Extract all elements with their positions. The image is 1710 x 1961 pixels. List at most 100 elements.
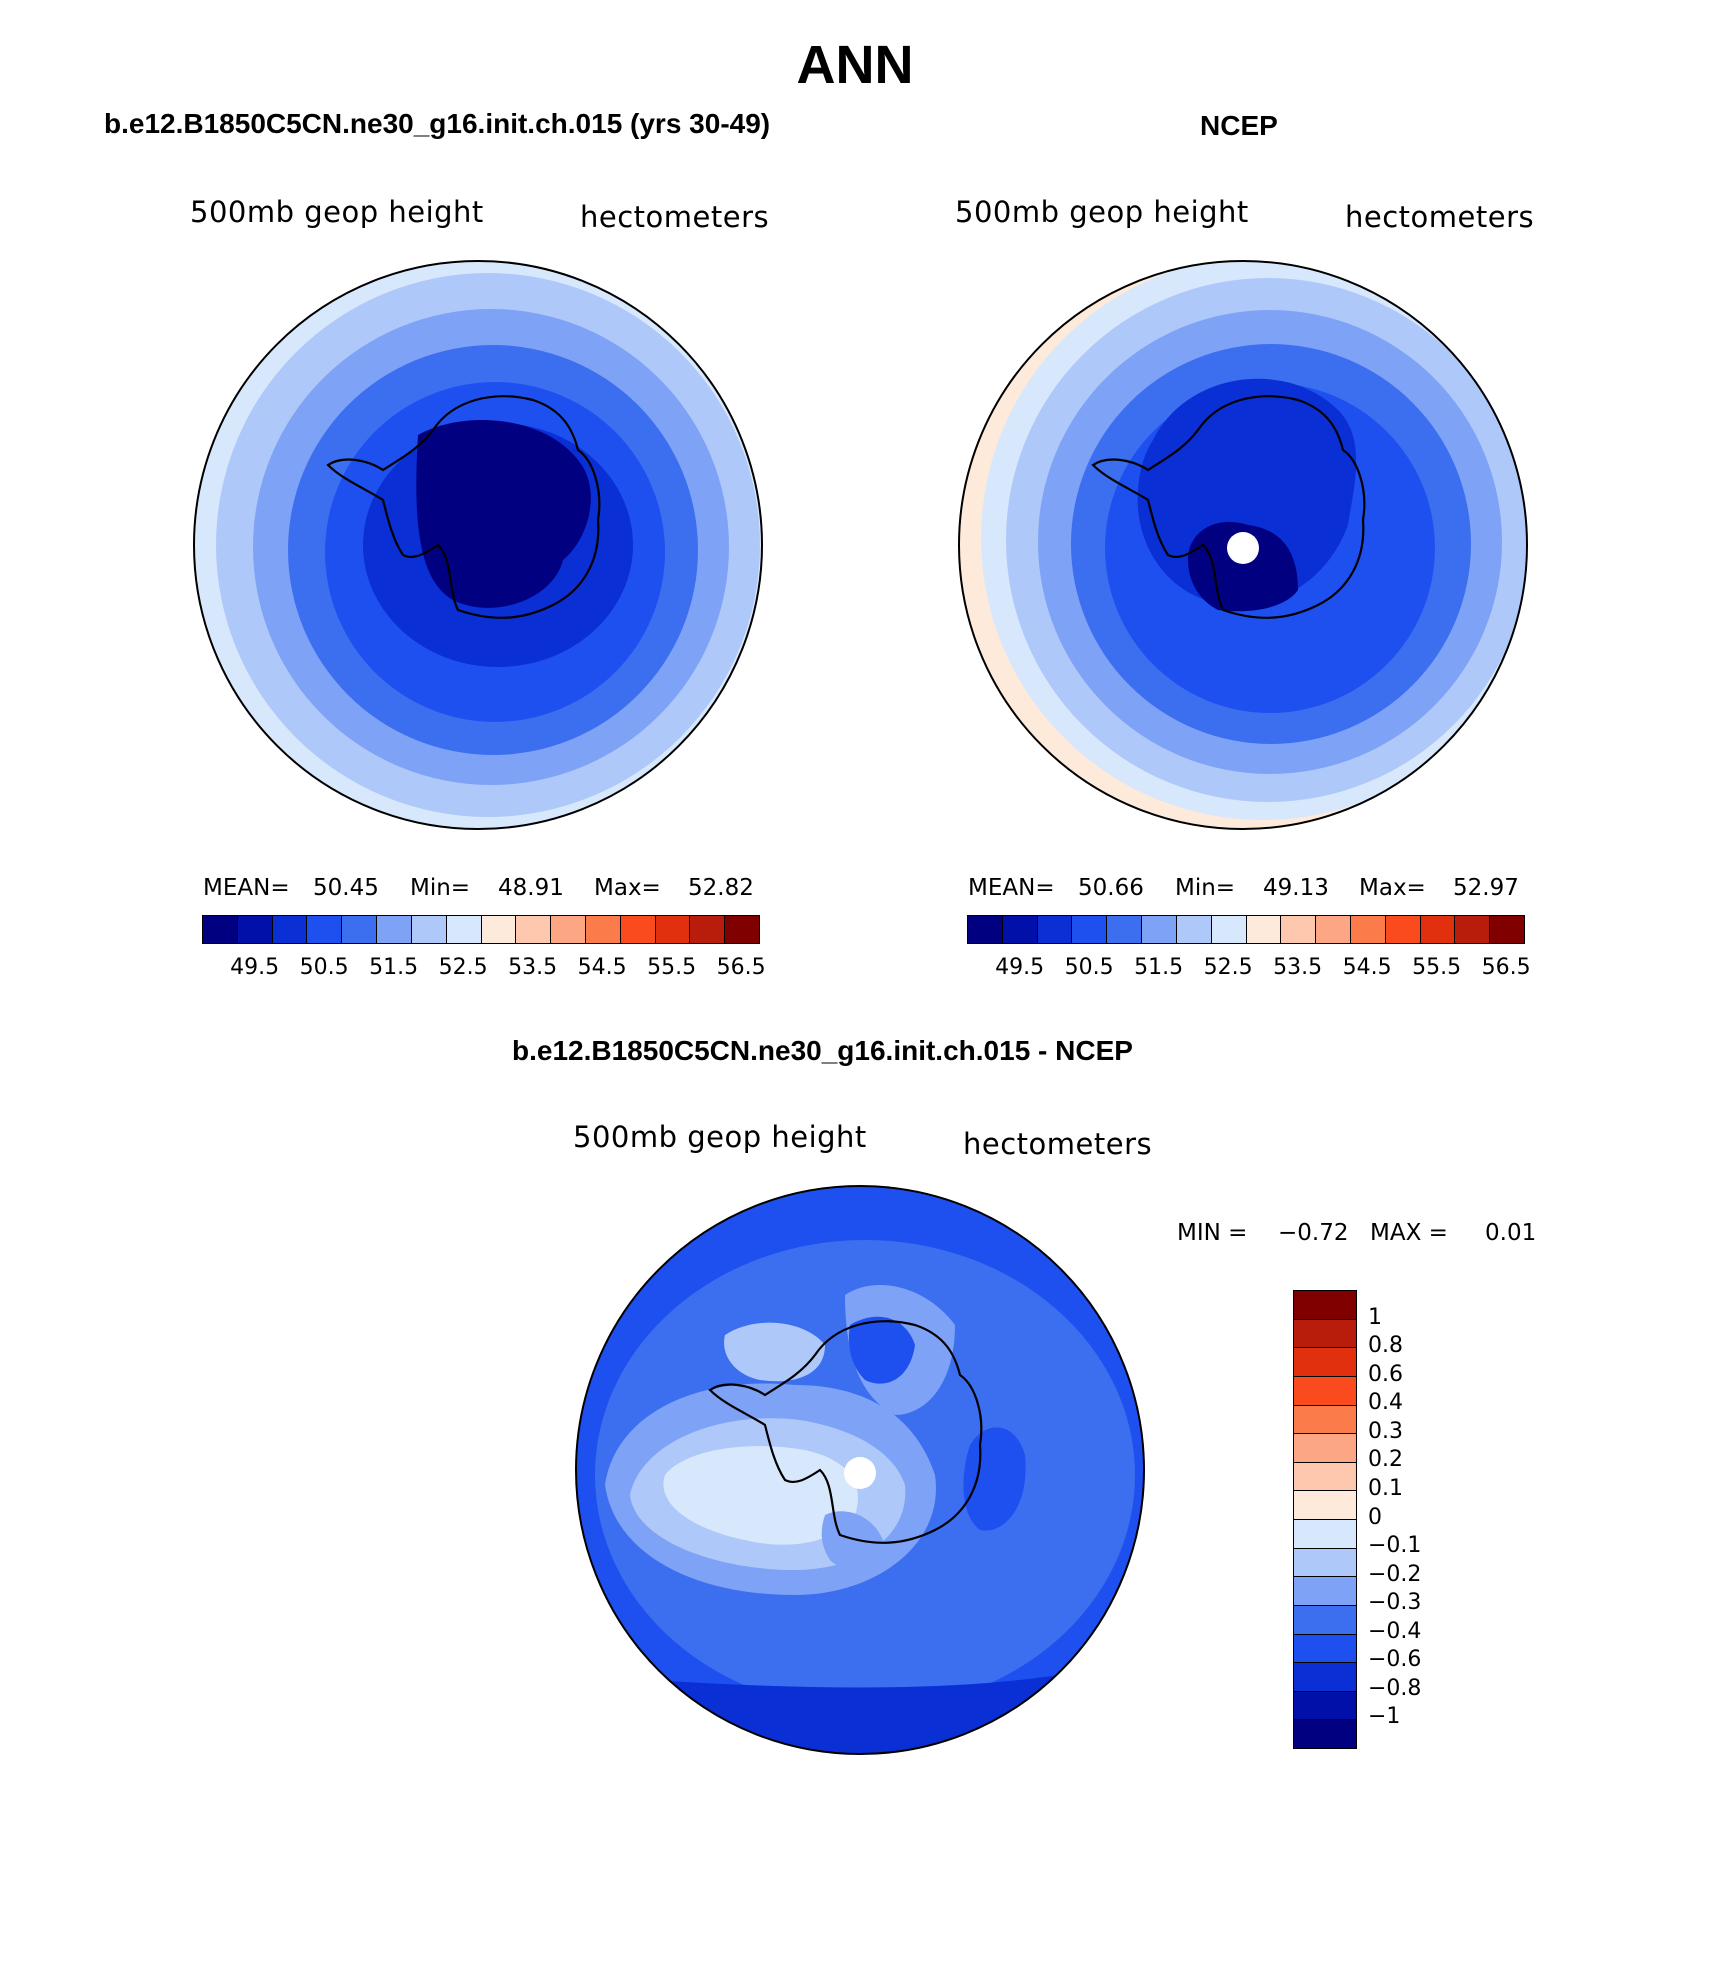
panel3-colorbar-tick-label: −0.3 (1368, 1590, 1422, 1616)
panel1-colorbar-swatch-12 (620, 916, 656, 943)
panel2-colorbar-swatch-5 (1142, 916, 1177, 943)
panel1-colorbar-swatch-9 (516, 916, 552, 943)
panel3-colorbar-tick-label: −1 (1368, 1704, 1401, 1730)
panel2-mean-value: 50.66 (1078, 875, 1144, 901)
panel2-max-value: 52.97 (1453, 875, 1519, 901)
panel2-units-label: hectometers (1345, 200, 1535, 234)
panel3-colorbar-swatch-2 (1294, 1348, 1356, 1377)
panel3-colorbar-swatch-4 (1294, 1405, 1356, 1435)
panel1-colorbar-swatch-4 (342, 916, 378, 943)
panel2-colorbar-swatch-13 (1420, 916, 1456, 943)
panel3-title: b.e12.B1850C5CN.ne30_g16.init.ch.015 - N… (512, 1035, 1133, 1066)
panel2-min-label: Min= (1175, 875, 1236, 901)
panel3-colorbar-swatch-8 (1294, 1520, 1356, 1549)
panel3-min-label: MIN = (1177, 1220, 1248, 1246)
panel2-colorbar-swatch-2 (1037, 916, 1073, 943)
panel3-colorbar-tick-label: 0.2 (1368, 1447, 1403, 1473)
panel1-colorbar-swatch-6 (411, 916, 447, 943)
panel2-colorbar-tick-label: 55.5 (1412, 955, 1462, 980)
panel2-colorbar-tick-label: 51.5 (1134, 955, 1184, 980)
panel3-colorbar-swatch-1 (1294, 1319, 1356, 1349)
panel3-colorbar-swatch-9 (1294, 1548, 1356, 1578)
panel3-colorbar-swatch-12 (1294, 1634, 1356, 1664)
panel3-colorbar-tick-label: 0.4 (1368, 1390, 1403, 1416)
panel2-colorbar-swatch-14 (1455, 916, 1491, 943)
panel2-colorbar-ticks: 49.5 50.5 51.5 52.5 53.5 54.5 55.5 56.5 (967, 955, 1530, 985)
panel2-colorbar-swatch-4 (1107, 916, 1143, 943)
panel1-min-label: Min= (410, 875, 471, 901)
panel1-units-label: hectometers (580, 200, 770, 234)
panel3-colorbar-tick-label: 0.6 (1368, 1361, 1403, 1387)
panel3-colorbar-tick-label: 0 (1368, 1504, 1382, 1530)
panel1-colorbar-tick-label: 53.5 (508, 955, 558, 980)
panel3-colorbar-swatch-13 (1294, 1663, 1356, 1692)
panel3-colorbar-swatch-7 (1294, 1491, 1356, 1520)
panel3-colorbar-tick-label: −0.1 (1368, 1533, 1422, 1559)
panel3-pole-marker (844, 1457, 876, 1489)
page-title: ANN (796, 35, 914, 95)
panel2-colorbar-swatch-7 (1211, 916, 1247, 943)
panel2-polar-map (958, 260, 1528, 830)
panel2-colorbar-swatch-0 (968, 916, 1003, 943)
panel2-colorbar-tick-label: 49.5 (995, 955, 1045, 980)
panel3-colorbar-swatch-14 (1294, 1691, 1356, 1721)
panel3-colorbar-tick-label: −0.4 (1368, 1618, 1422, 1644)
panel2-colorbar-swatch-8 (1246, 916, 1282, 943)
panel2-colorbar-swatch-11 (1350, 916, 1386, 943)
panel2-colorbar-swatch-6 (1176, 916, 1212, 943)
panel1-colorbar-swatch-2 (272, 916, 308, 943)
panel2-variable-label: 500mb geop height (955, 195, 1249, 229)
panel2-colorbar-swatch-9 (1281, 916, 1317, 943)
panel3-colorbar-swatch-11 (1294, 1605, 1356, 1635)
panel2-colorbar-swatch-3 (1072, 916, 1108, 943)
panel2-colorbar-swatch-15 (1490, 916, 1524, 943)
panel3-colorbar-tick-label: −0.2 (1368, 1561, 1422, 1587)
panel3-max-label: MAX = (1370, 1220, 1448, 1246)
panel1-colorbar-tick-label: 50.5 (299, 955, 349, 980)
panel3-colorbar-swatch-3 (1294, 1376, 1356, 1406)
panel3-colorbar-swatch-15 (1294, 1720, 1356, 1748)
panel1-colorbar-swatch-0 (203, 916, 238, 943)
panel3-colorbar-tick-label: −0.6 (1368, 1647, 1422, 1673)
panel1-colorbar-swatch-1 (237, 916, 273, 943)
panel3-polar-map (575, 1185, 1145, 1755)
panel1-colorbar-swatch-10 (551, 916, 586, 943)
panel3-colorbar-ticks: 1 0.8 0.6 0.4 0.3 0.2 0.1 0 −0.1 −0.2 −0.3 −0.4 −0.6… (1368, 1290, 1478, 1747)
panel3-colorbar (1293, 1290, 1357, 1749)
panel1-colorbar-tick-label: 56.5 (716, 955, 766, 980)
panel1-colorbar-swatch-7 (446, 916, 482, 943)
panel1-colorbar-swatch-11 (585, 916, 621, 943)
panel2-colorbar-tick-label: 52.5 (1203, 955, 1253, 980)
panel1-title: b.e12.B1850C5CN.ne30_g16.init.ch.015 (yr… (104, 108, 771, 139)
panel1-colorbar-swatch-5 (377, 916, 412, 943)
panel1-colorbar-swatch-14 (690, 916, 726, 943)
panel3-colorbar-swatch-6 (1294, 1462, 1356, 1492)
panel2-min-value: 49.13 (1263, 875, 1329, 901)
panel1-colorbar-ticks: 49.5 50.5 51.5 52.5 53.5 54.5 55.5 56.5 (202, 955, 765, 985)
panel1-colorbar-swatch-15 (725, 916, 759, 943)
panel1-colorbar (202, 915, 760, 944)
panel3-units-label: hectometers (963, 1127, 1153, 1161)
panel3-colorbar-swatch-10 (1294, 1577, 1356, 1606)
panel2-colorbar-tick-label: 53.5 (1273, 955, 1323, 980)
panel3-colorbar-tick-label: −0.8 (1368, 1675, 1422, 1701)
panel3-colorbar-tick-label: 0.1 (1368, 1475, 1403, 1501)
panel2-title: NCEP (1200, 110, 1278, 141)
panel3-colorbar-tick-label: 0.8 (1368, 1333, 1403, 1359)
panel2-colorbar (967, 915, 1525, 944)
panel1-colorbar-swatch-8 (481, 916, 517, 943)
panel3-colorbar-swatch-0 (1294, 1291, 1356, 1320)
panel2-mean-label: MEAN= (968, 875, 1055, 901)
panel1-mean-label: MEAN= (203, 875, 290, 901)
panel1-colorbar-tick-label: 55.5 (647, 955, 697, 980)
panel2-colorbar-swatch-12 (1385, 916, 1421, 943)
panel1-colorbar-tick-label: 51.5 (369, 955, 419, 980)
panel1-colorbar-tick-label: 49.5 (230, 955, 280, 980)
panel2-colorbar-swatch-10 (1316, 916, 1351, 943)
panel1-colorbar-tick-label: 52.5 (438, 955, 488, 980)
panel3-colorbar-tick-label: 1 (1368, 1304, 1382, 1330)
panel2-colorbar-swatch-1 (1002, 916, 1038, 943)
panel3-variable-label: 500mb geop height (573, 1120, 867, 1154)
panel1-mean-value: 50.45 (313, 875, 379, 901)
panel1-min-value: 48.91 (498, 875, 564, 901)
